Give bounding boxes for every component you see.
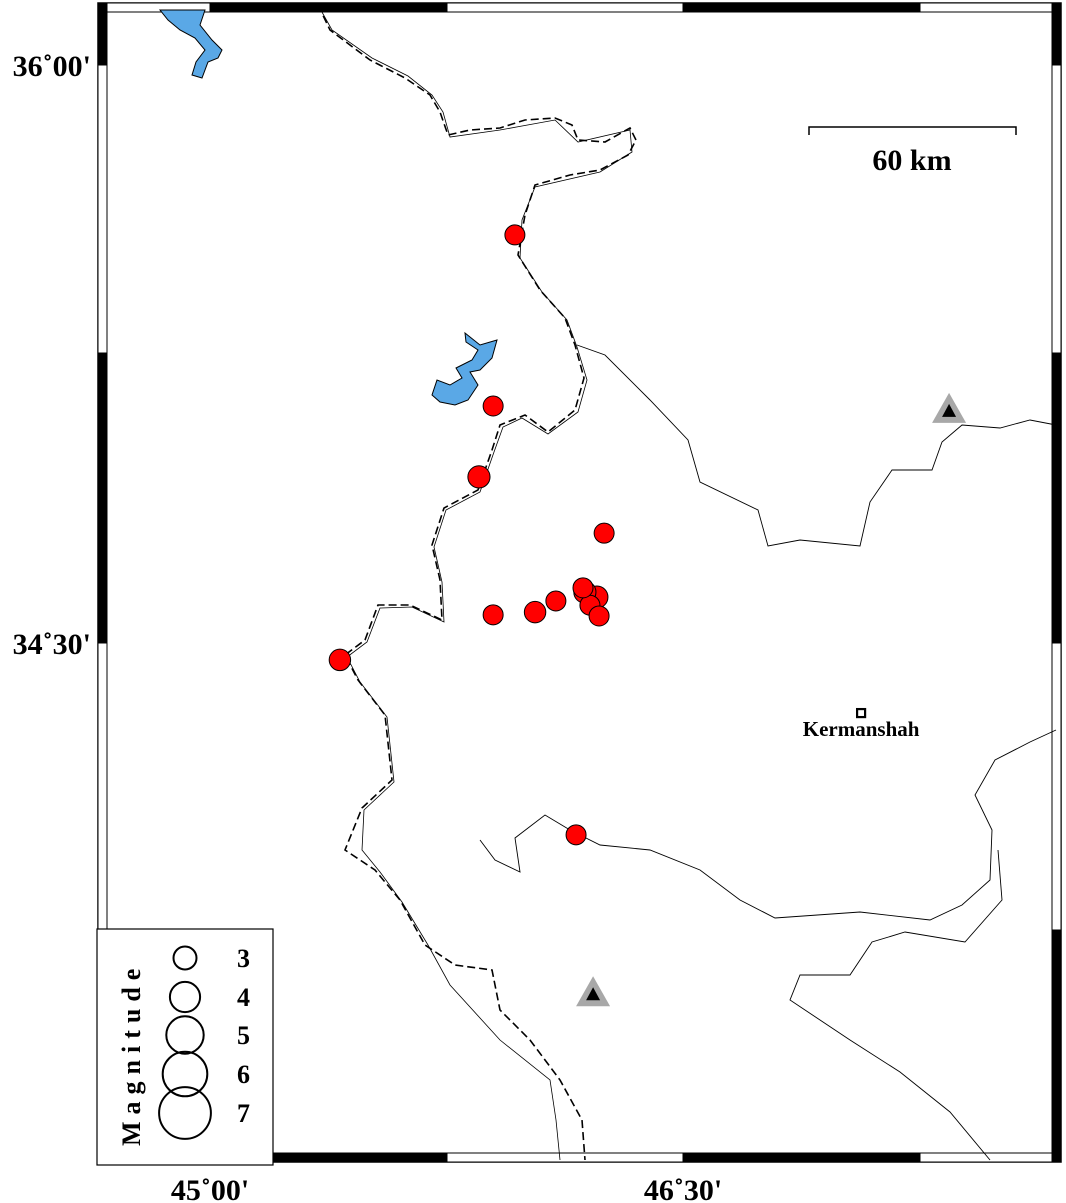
province-boundary: [789, 849, 1003, 1161]
legend-label: 4: [237, 983, 250, 1012]
legend-circle: [168, 980, 202, 1014]
legend-label: 6: [237, 1060, 250, 1089]
station-triangle-icon: [932, 392, 967, 423]
map-frame: [97, 2, 1062, 1163]
legend-label: 7: [237, 1099, 250, 1128]
province-boundary: [479, 729, 1057, 921]
earthquake-marker: [467, 465, 491, 489]
earthquake-marker: [572, 577, 594, 599]
frame-segment: [1051, 2, 1062, 66]
legend-label: 3: [237, 944, 250, 973]
legend-circle: [161, 1050, 209, 1098]
scale-bar: 60 km: [808, 126, 1017, 177]
frame-segment: [682, 2, 921, 13]
lat-tick-label: 36˚00': [13, 50, 91, 83]
frame-segment: [1051, 64, 1062, 354]
earthquake-marker: [328, 648, 352, 672]
border-line: [317, 4, 637, 1161]
lat-tick-label: 34˚30': [13, 628, 91, 661]
earthquake-marker: [504, 224, 526, 246]
frame-segment: [446, 2, 684, 13]
frame-segment: [97, 352, 108, 644]
earthquake-marker: [565, 824, 587, 846]
legend-circle: [165, 1015, 205, 1055]
station-layer: [576, 392, 967, 1007]
frame-segment: [97, 2, 108, 66]
lake: [158, 9, 223, 79]
frame-segment: [209, 2, 448, 13]
station-triangle-icon: [576, 976, 611, 1007]
lon-tick-label: 46˚30': [644, 1174, 722, 1203]
legend-title: Magnitude: [117, 962, 146, 1146]
frame-segment: [446, 1152, 684, 1163]
lake: [431, 331, 498, 406]
frame-segment: [919, 2, 1062, 13]
frame-segment: [97, 642, 108, 931]
province-boundary: [576, 344, 1057, 547]
scale-bar-label: 60 km: [872, 144, 951, 177]
legend-label: 5: [237, 1021, 250, 1050]
earthquake-marker: [588, 605, 610, 627]
earthquake-marker: [482, 395, 504, 417]
city-marker: [855, 707, 867, 719]
lon-tick-label: 45˚00': [171, 1174, 249, 1203]
frame-segment: [1051, 642, 1062, 931]
earthquake-marker: [545, 590, 567, 612]
frame-segment: [682, 1152, 921, 1163]
city-label: Kermanshah: [803, 717, 920, 741]
border-line: [317, 4, 633, 1161]
earthquake-marker: [482, 604, 504, 626]
frame-segment: [1051, 352, 1062, 644]
earthquake-layer: [328, 224, 615, 846]
earthquake-marker: [523, 600, 547, 624]
frame-segment: [97, 64, 108, 354]
legend-circle: [172, 945, 198, 971]
earthquake-marker: [593, 522, 615, 544]
frame-segment: [919, 1152, 1062, 1163]
legend: Magnitude 3 4 5 6 7: [96, 928, 274, 1166]
frame-segment: [1051, 929, 1062, 1163]
city-kermanshah: Kermanshah: [803, 707, 920, 741]
legend-circle: [158, 1086, 212, 1140]
